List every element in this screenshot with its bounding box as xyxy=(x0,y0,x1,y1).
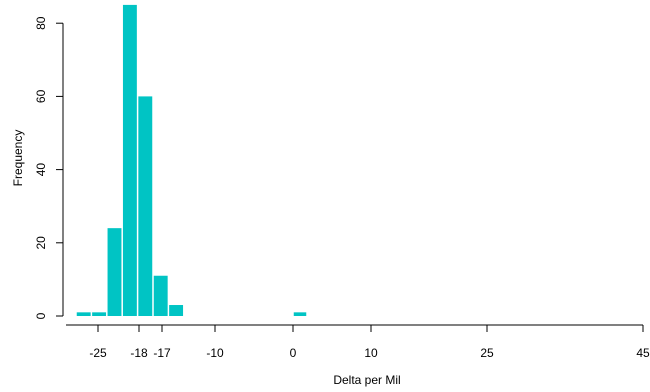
y-tick-label: 60 xyxy=(34,89,48,103)
y-axis: 0 20 40 60 80 xyxy=(34,16,64,319)
y-tick-label: 80 xyxy=(34,16,48,30)
bars-layer xyxy=(76,4,307,317)
histogram-bar-5 xyxy=(153,275,168,316)
x-axis: -25 -18 -17 -10 0 10 25 45 xyxy=(66,324,650,360)
y-tick-label: 40 xyxy=(34,163,48,177)
x-tick-label: 10 xyxy=(364,346,378,360)
x-tick-label: 25 xyxy=(480,346,494,360)
y-axis-label: Frequency xyxy=(11,130,25,187)
histogram-bar-3 xyxy=(122,4,137,317)
x-tick-label: 0 xyxy=(290,346,297,360)
y-tick-label: 20 xyxy=(34,236,48,250)
histogram-bar-4 xyxy=(138,96,153,317)
x-axis-label: Delta per Mil xyxy=(333,373,400,387)
histogram-bar-1 xyxy=(92,312,107,316)
x-tick-label: 45 xyxy=(636,346,650,360)
x-tick-label: -25 xyxy=(89,346,107,360)
histogram-bar-6 xyxy=(169,305,184,316)
histogram-bar-7 xyxy=(293,312,307,316)
x-tick-label: -17 xyxy=(153,346,171,360)
histogram-bar-2 xyxy=(107,228,122,316)
y-tick-label: 0 xyxy=(34,312,48,319)
x-tick-label: -10 xyxy=(206,346,224,360)
x-tick-label: -18 xyxy=(130,346,148,360)
histogram-bar-0 xyxy=(76,312,91,316)
